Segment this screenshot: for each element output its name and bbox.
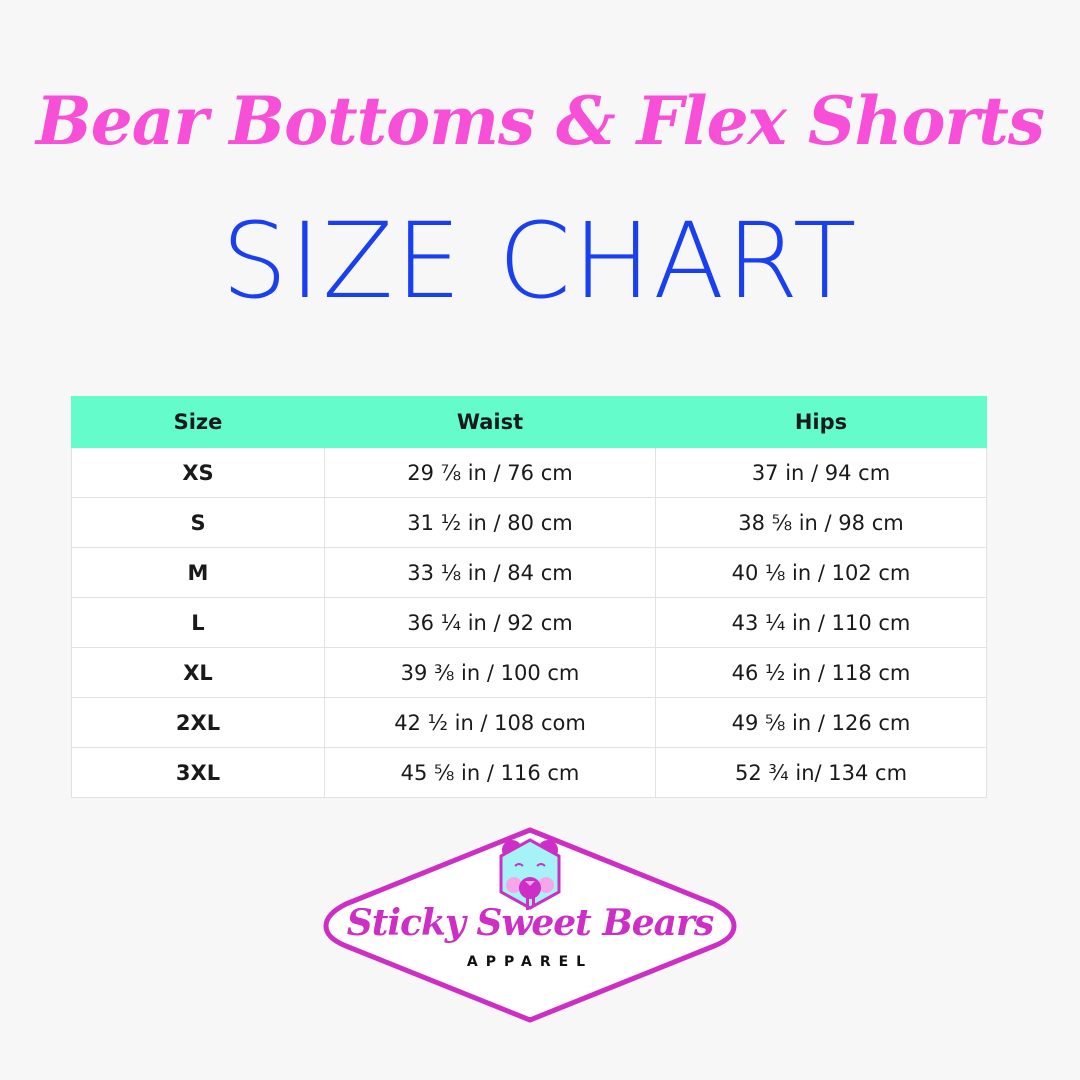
cell-hips: 46 ½ in / 118 cm: [655, 647, 987, 698]
cell-hips: 43 ¼ in / 110 cm: [655, 597, 987, 648]
table-row: S 31 ½ in / 80 cm 38 ⅝ in / 98 cm: [71, 497, 987, 548]
cell-size: M: [71, 547, 325, 598]
column-header-hips: Hips: [655, 396, 987, 448]
cell-size: XL: [71, 647, 325, 698]
table-row: M 33 ⅛ in / 84 cm 40 ⅛ in / 102 cm: [71, 547, 987, 598]
table-row: XL 39 ⅜ in / 100 cm 46 ½ in / 118 cm: [71, 647, 987, 698]
cell-size: S: [71, 497, 325, 548]
page-title: Bear Bottoms & Flex Shorts: [36, 82, 1045, 160]
brand-logo: Sticky Sweet Bears APPAREL: [322, 826, 738, 1024]
table-header: Size Waist Hips: [71, 396, 987, 448]
column-header-size: Size: [71, 396, 325, 448]
logo-tagline: APPAREL: [466, 954, 594, 970]
bear-icon: [499, 838, 561, 910]
cell-size: XS: [71, 447, 325, 498]
table-row: L 36 ¼ in / 92 cm 43 ¼ in / 110 cm: [71, 597, 987, 648]
cell-waist: 39 ⅜ in / 100 cm: [324, 647, 656, 698]
cell-size: 3XL: [71, 747, 325, 798]
cell-waist: 29 ⅞ in / 76 cm: [324, 447, 656, 498]
cell-waist: 33 ⅛ in / 84 cm: [324, 547, 656, 598]
cell-hips: 37 in / 94 cm: [655, 447, 987, 498]
cell-hips: 49 ⅝ in / 126 cm: [655, 697, 987, 748]
logo-wordmark: Sticky Sweet Bears: [346, 902, 714, 944]
cell-hips: 40 ⅛ in / 102 cm: [655, 547, 987, 598]
cell-hips: 52 ¾ in/ 134 cm: [655, 747, 987, 798]
table-row: 2XL 42 ½ in / 108 com 49 ⅝ in / 126 cm: [71, 697, 987, 748]
page-subtitle: SIZE CHART: [221, 200, 859, 322]
cell-waist: 42 ½ in / 108 com: [324, 697, 656, 748]
logo-badge-shape: [323, 827, 737, 1023]
cell-size: L: [71, 597, 325, 648]
column-header-waist: Waist: [324, 396, 656, 448]
cell-size: 2XL: [71, 697, 325, 748]
cell-waist: 45 ⅝ in / 116 cm: [324, 747, 656, 798]
table-row: XS 29 ⅞ in / 76 cm 37 in / 94 cm: [71, 447, 987, 498]
cell-waist: 36 ¼ in / 92 cm: [324, 597, 656, 648]
cell-waist: 31 ½ in / 80 cm: [324, 497, 656, 548]
table-row: 3XL 45 ⅝ in / 116 cm 52 ¾ in/ 134 cm: [71, 747, 987, 798]
cell-hips: 38 ⅝ in / 98 cm: [655, 497, 987, 548]
size-table: Size Waist Hips XS 29 ⅞ in / 76 cm 37 in /…: [71, 396, 987, 798]
